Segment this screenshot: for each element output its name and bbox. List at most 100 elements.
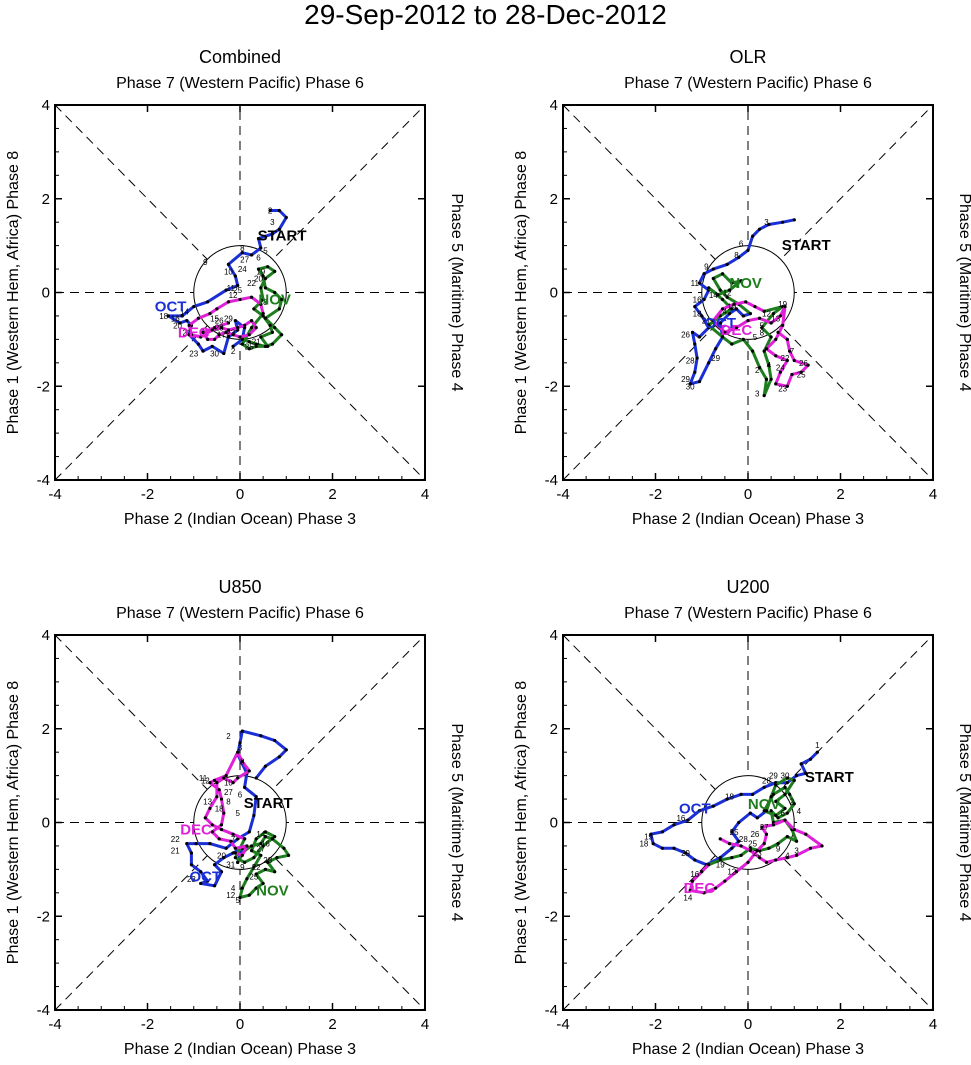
series-point [785, 856, 789, 860]
right-axis-label: Phase 5 (Maritime) Phase 4 [448, 193, 465, 391]
month-label-dec: DEC [721, 322, 753, 339]
day-label: 25 [249, 872, 258, 881]
series-point [762, 809, 766, 813]
day-label: 13 [771, 314, 780, 323]
series-point [762, 309, 766, 313]
series-point [741, 337, 745, 341]
series-point [266, 344, 270, 349]
x-tick-label: -4 [556, 1016, 569, 1033]
right-axis-label: Phase 5 (Maritime) Phase 4 [956, 723, 971, 921]
series-point [284, 748, 288, 752]
x-tick-label: 0 [236, 1016, 244, 1033]
series-point [799, 370, 803, 374]
x-tick-label: 0 [744, 486, 752, 503]
series-point [238, 895, 242, 900]
series-point [737, 255, 741, 259]
series-point [273, 326, 277, 330]
series-point [730, 846, 734, 850]
series-point [256, 236, 261, 241]
series-point [231, 344, 235, 349]
top-axis-label: Phase 7 (Western Pacific) Phase 6 [116, 605, 364, 622]
series-point [711, 276, 715, 281]
day-label: 5 [760, 321, 765, 330]
series-point [270, 330, 274, 334]
series-point [210, 830, 214, 834]
series-point [280, 297, 284, 302]
day-label: 2 [790, 797, 795, 806]
series-point [249, 849, 254, 853]
series-point [231, 851, 235, 855]
series-point [748, 811, 752, 815]
series-point [261, 314, 265, 318]
day-label: 5 [753, 333, 758, 342]
day-label: 6 [739, 239, 744, 248]
series-point [711, 267, 715, 271]
series-point [757, 365, 762, 370]
day-label: 12 [229, 291, 238, 300]
x-tick-label: -2 [141, 486, 154, 503]
day-label: 21 [702, 317, 711, 326]
series-point [261, 274, 265, 278]
series-point [720, 335, 725, 339]
series-point [247, 893, 251, 897]
series-point [219, 827, 224, 832]
day-label: 3 [764, 218, 769, 227]
series-point [229, 839, 233, 843]
series-point [755, 816, 759, 820]
series-point [762, 785, 766, 789]
day-label: 25 [797, 371, 806, 380]
series-point [741, 314, 745, 318]
series-point [760, 326, 764, 330]
series-point [716, 293, 720, 297]
series-point [767, 363, 771, 367]
series-point [192, 304, 196, 309]
series-point [240, 337, 244, 341]
series-point [273, 290, 277, 295]
series-point [757, 856, 762, 860]
series-point [233, 851, 237, 855]
day-label: 21 [182, 328, 191, 337]
series-point [785, 384, 789, 388]
day-label: 15 [210, 314, 219, 323]
month-label-nov: NOV [256, 882, 289, 899]
month-label-nov: NOV [258, 292, 291, 309]
day-label: 3 [794, 847, 799, 856]
series-point [660, 846, 665, 850]
series-point [804, 771, 808, 775]
day-label: 2 [268, 206, 273, 215]
series-point [282, 846, 286, 850]
start-label: START [782, 237, 831, 254]
series-point [199, 335, 203, 339]
series-point [774, 813, 778, 818]
series-point [727, 311, 732, 316]
y-tick-label: 2 [550, 191, 558, 208]
series-point [203, 816, 207, 820]
series-point [806, 363, 810, 367]
series-point [774, 382, 778, 386]
y-tick-label: 4 [550, 627, 558, 644]
x-tick-label: 4 [421, 486, 429, 503]
day-label: 28 [686, 356, 695, 365]
bottom-axis-label: Phase 2 (Indian Ocean) Phase 3 [632, 1041, 864, 1058]
series-point [273, 870, 277, 874]
series-point [185, 319, 189, 323]
series-point [718, 321, 722, 325]
start-label: START [244, 795, 293, 812]
series-point [201, 330, 205, 334]
series-point [286, 853, 291, 857]
series-point [268, 323, 272, 327]
series-point [215, 781, 219, 785]
series-point [247, 333, 251, 337]
series-point [718, 288, 722, 292]
series-point [751, 234, 755, 238]
series-point [254, 886, 258, 890]
series-point [273, 834, 277, 839]
x-tick-label: -4 [48, 1016, 61, 1033]
series-point [254, 837, 258, 841]
day-label: 18 [725, 793, 734, 802]
day-label: 26 [799, 359, 808, 368]
panel-u850: U850 Phase 7 (Western Pacific) Phase 6 Pha… [0, 575, 470, 1065]
series-point [808, 757, 813, 761]
series-point [263, 344, 268, 349]
day-label: 7 [231, 835, 236, 844]
